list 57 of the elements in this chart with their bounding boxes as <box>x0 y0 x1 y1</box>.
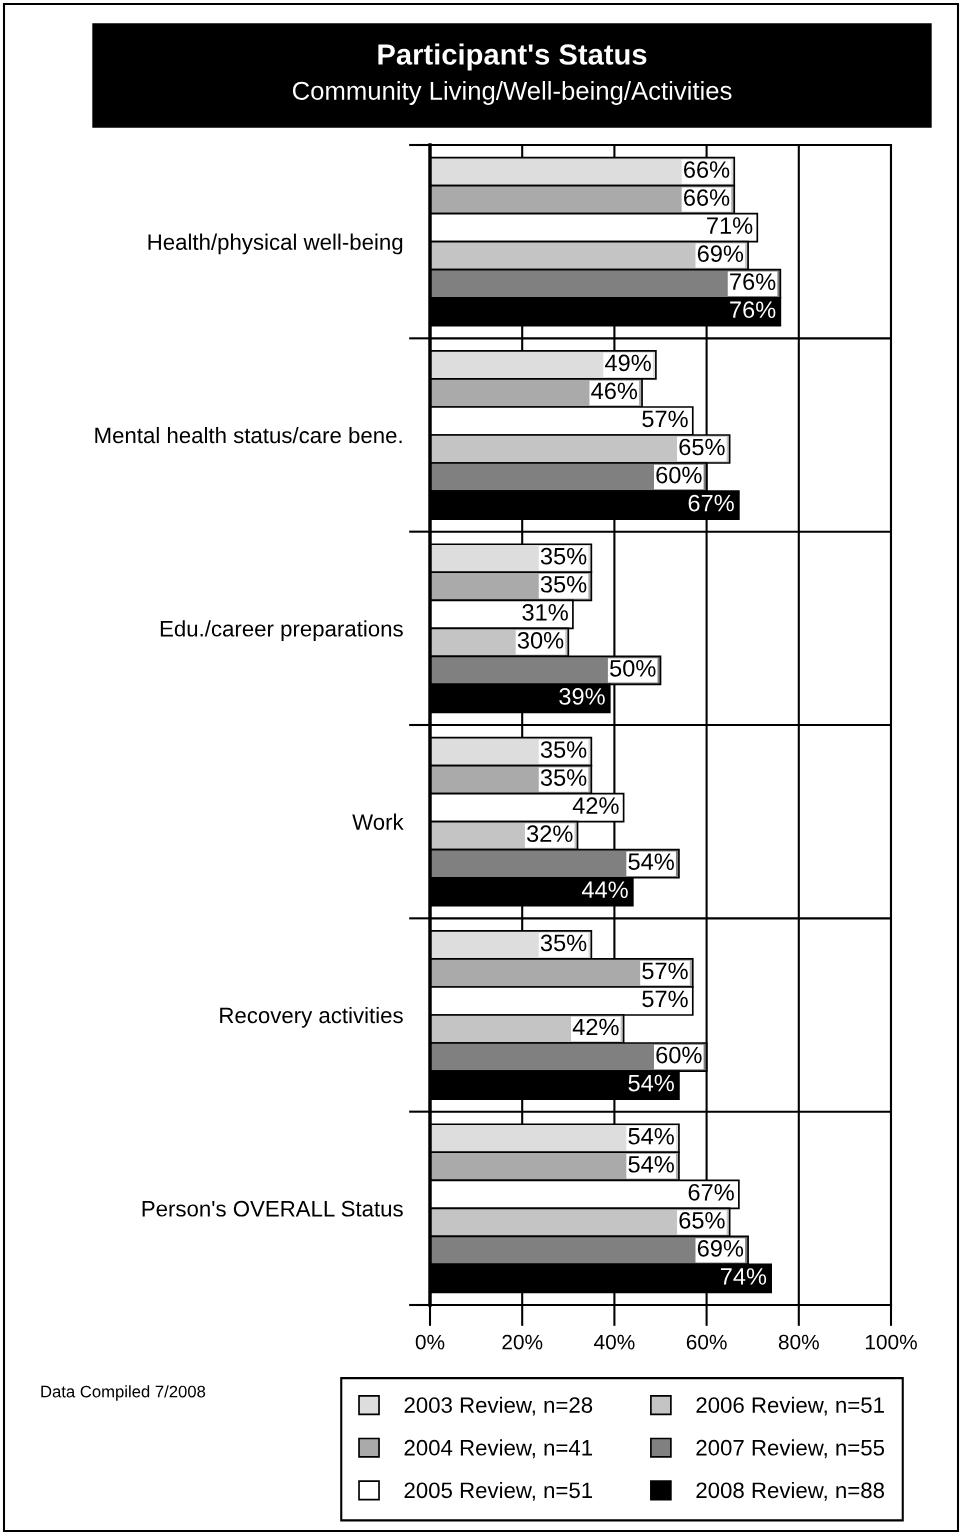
legend-label: 2003 Review, n=28 <box>404 1396 593 1416</box>
data-label: 67% <box>688 494 734 512</box>
data-label: 54% <box>628 853 674 871</box>
chart-subtitle: Community Living/Well-being/Activities <box>292 81 732 105</box>
y-tick-label: Recovery activities <box>220 1006 403 1028</box>
data-label: 35% <box>540 575 587 593</box>
data-label: 30% <box>517 631 564 649</box>
chart-title: Participant's Status <box>378 43 647 71</box>
y-tick-label: Work <box>352 813 404 830</box>
data-label: 60% <box>656 466 702 484</box>
data-label: 57% <box>642 990 688 1008</box>
data-label: 71% <box>707 217 753 234</box>
data-label: 66% <box>684 189 730 206</box>
data-label: 54% <box>628 1156 674 1173</box>
data-label: 35% <box>540 769 587 786</box>
data-label: 32% <box>527 825 573 843</box>
data-label: 67% <box>688 1183 734 1201</box>
data-label: 65% <box>679 1211 725 1229</box>
data-label: 66% <box>684 161 730 178</box>
data-label: 35% <box>540 547 587 565</box>
y-tick-label: Mental health status/care bene. <box>95 426 402 444</box>
data-label: 49% <box>605 354 651 372</box>
data-label: 35% <box>540 934 587 952</box>
x-tick-label: 20% <box>502 1334 543 1350</box>
text: Data Compiled 7/2008 <box>41 1385 206 1401</box>
data-label: 57% <box>642 962 688 980</box>
x-tick-label: 80% <box>778 1334 819 1350</box>
data-label: 69% <box>697 1240 744 1257</box>
x-tick-label: 60% <box>686 1334 727 1350</box>
data-label: 42% <box>572 1018 619 1036</box>
data-label: 42% <box>572 797 619 814</box>
x-tick-label: 0% <box>415 1334 445 1350</box>
data-label: 74% <box>720 1268 767 1285</box>
data-label: 44% <box>581 881 628 898</box>
legend-label: 2008 Review, n=88 <box>696 1481 885 1501</box>
data-label: 31% <box>522 603 568 621</box>
data-label: 76% <box>730 273 776 291</box>
data-label: 69% <box>697 245 744 263</box>
x-tick-label: 100% <box>865 1334 917 1350</box>
data-label: 35% <box>540 741 587 758</box>
x-tick-label: 40% <box>594 1334 635 1350</box>
legend-label: 2006 Review, n=51 <box>696 1396 884 1416</box>
legend-label: 2004 Review, n=41 <box>404 1439 593 1459</box>
y-tick-label: Person's OVERALL Status <box>142 1200 403 1217</box>
y-tick-label: Health/physical well-being <box>148 233 403 255</box>
data-label: 50% <box>610 660 656 677</box>
data-label: 46% <box>591 382 638 400</box>
data-label: 57% <box>642 410 688 428</box>
data-label: 76% <box>730 301 776 319</box>
legend-label: 2007 Review, n=55 <box>696 1439 885 1459</box>
legend-label: 2005 Review, n=51 <box>404 1481 593 1501</box>
data-label: 60% <box>656 1046 702 1064</box>
data-label: 54% <box>628 1074 674 1092</box>
data-label: 54% <box>628 1127 674 1145</box>
data-label: 39% <box>559 688 605 705</box>
data-label: 65% <box>679 438 725 456</box>
y-tick-label: Edu./career preparations <box>160 620 403 641</box>
